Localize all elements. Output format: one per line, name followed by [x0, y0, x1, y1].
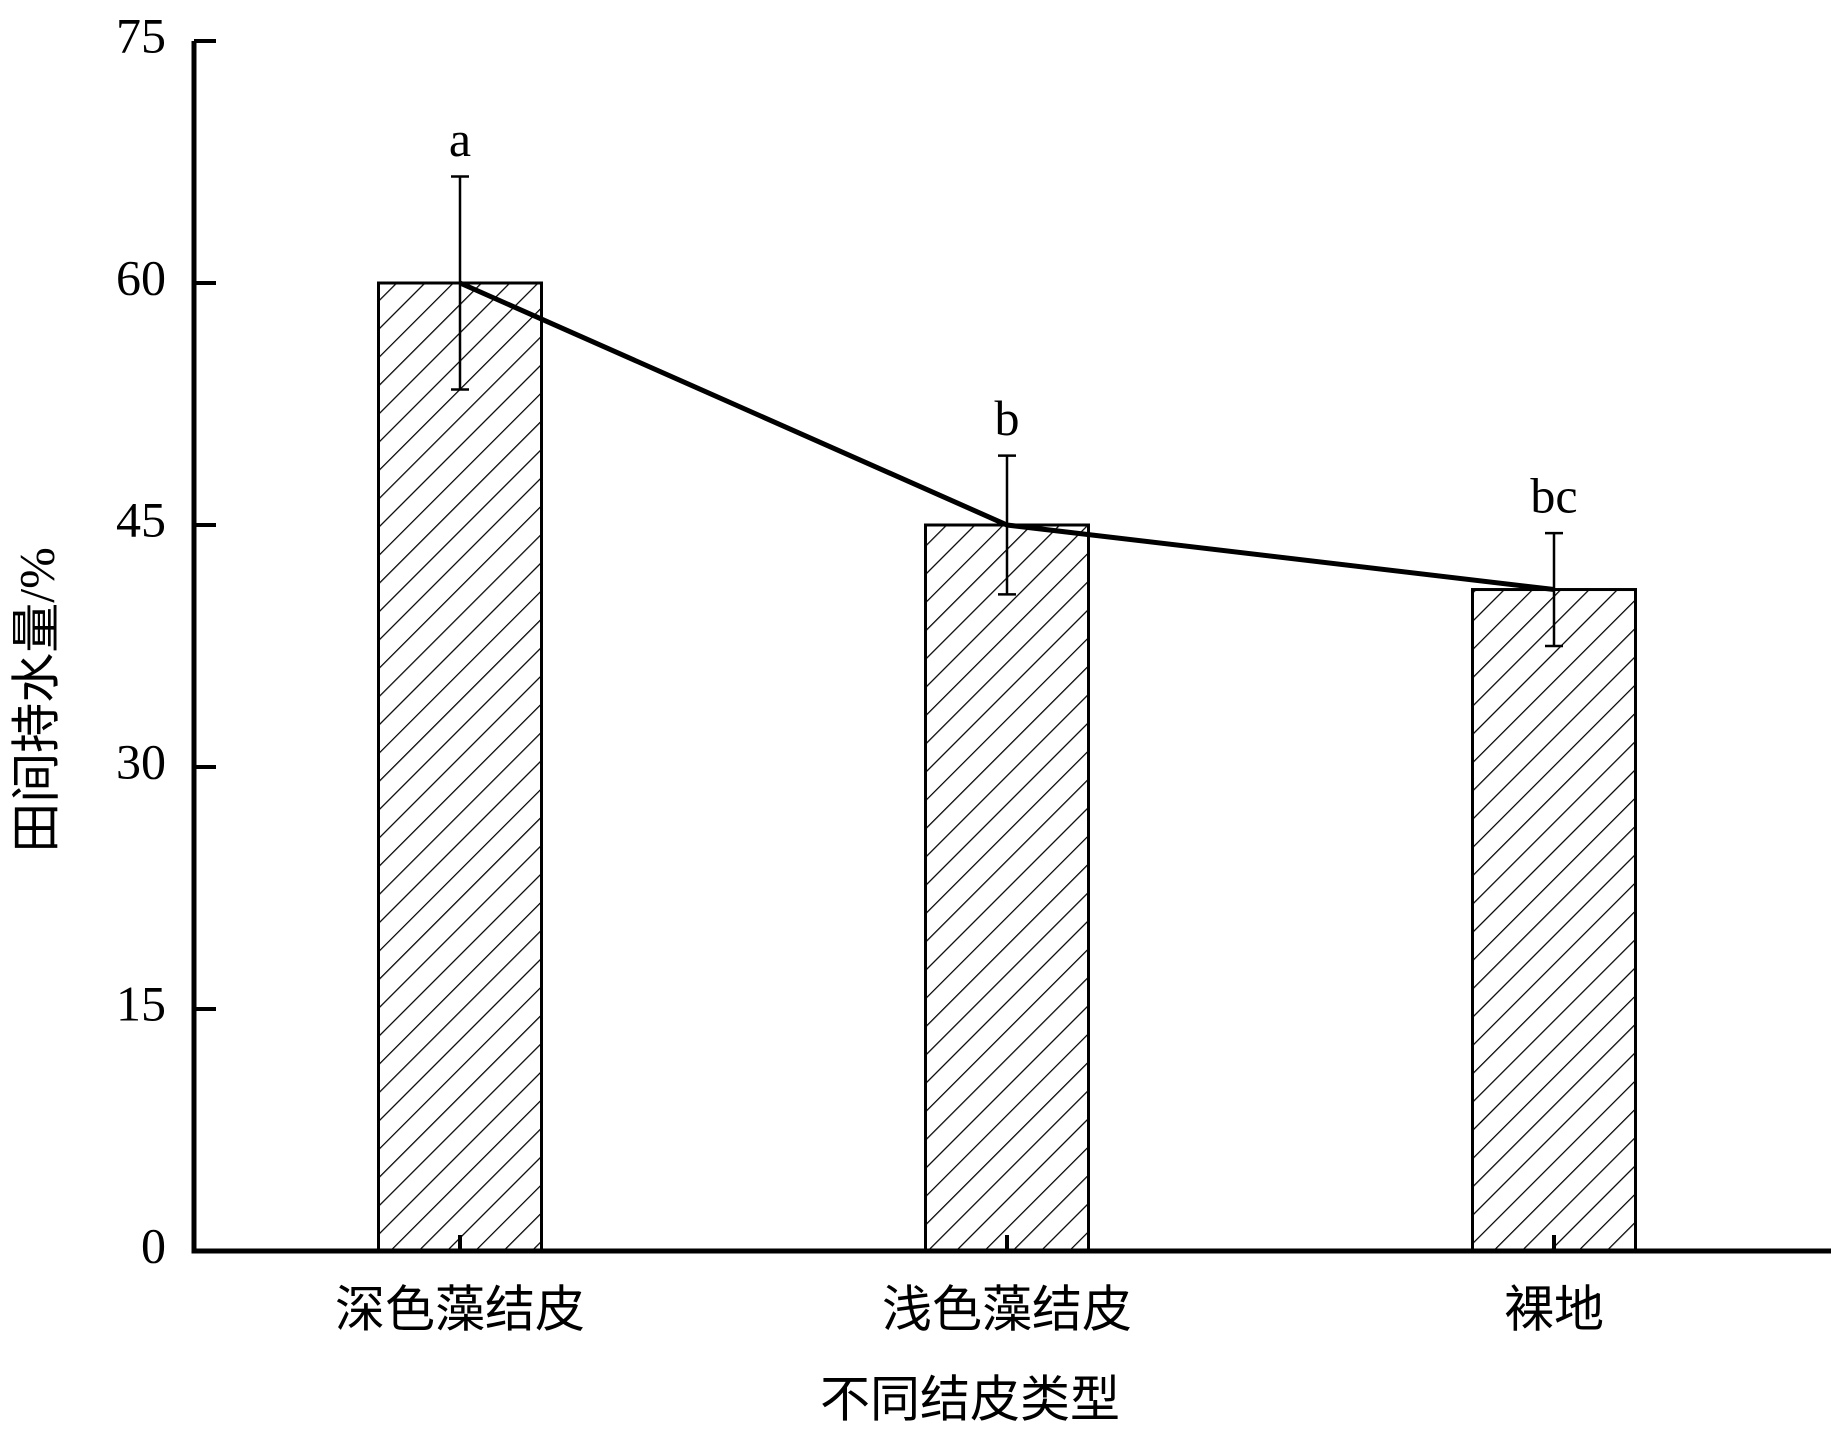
y-tick-label: 45: [116, 491, 166, 547]
y-tick-label: 30: [116, 733, 166, 789]
y-tick-label: 60: [116, 249, 166, 305]
significance-label: a: [449, 111, 471, 167]
y-tick-label: 15: [116, 975, 166, 1031]
bar: [924, 523, 1090, 1253]
error-bar: [1545, 531, 1563, 648]
significance-label: bc: [1530, 468, 1577, 524]
bar: [1471, 588, 1637, 1253]
significance-label: b: [995, 390, 1020, 446]
bar: [377, 281, 543, 1253]
x-tick-label: 浅色藻结皮: [882, 1281, 1132, 1337]
error-bar: [451, 175, 469, 391]
y-tick-label: 0: [141, 1217, 166, 1273]
y-tick-label: 75: [116, 7, 166, 63]
x-axis-label: 不同结皮类型: [820, 1371, 1120, 1427]
x-tick-label: 裸地: [1504, 1281, 1604, 1337]
x-tick-label: 深色藻结皮: [335, 1281, 585, 1337]
error-bar: [998, 454, 1016, 596]
y-axis-label: 田间持水量/%: [8, 547, 64, 853]
